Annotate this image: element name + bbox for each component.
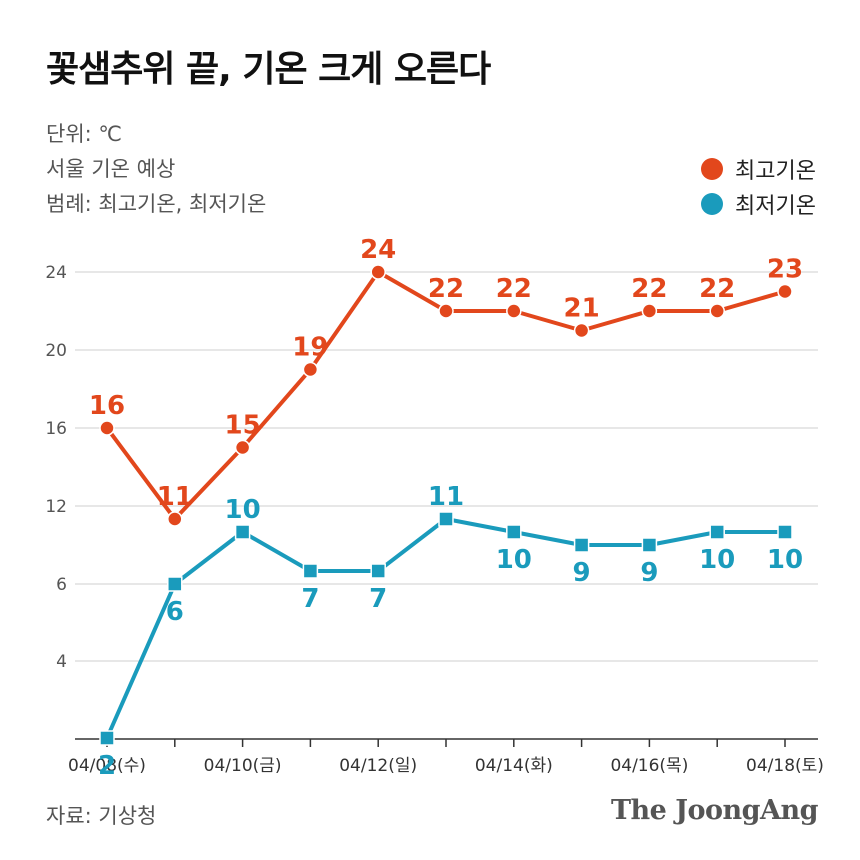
x-tick-label: 04/08(수) (68, 756, 146, 776)
source-note: 자료: 기상청 (46, 804, 157, 828)
data-label-low: 2 (98, 751, 116, 781)
legend-item-low: 최저기온 (701, 188, 816, 220)
legend-item-high: 최고기온 (701, 153, 816, 185)
data-point-high (234, 439, 251, 456)
data-point-low (506, 524, 522, 540)
brand-logo: The JoongAng (610, 795, 819, 826)
data-label-high: 22 (631, 274, 667, 304)
x-tick-label: 04/16(목) (610, 756, 688, 776)
data-label-low: 10 (496, 545, 532, 575)
data-label-low: 10 (225, 495, 261, 525)
y-tick-label: 16 (45, 419, 67, 439)
data-label-high: 19 (292, 333, 328, 363)
data-point-low (438, 511, 454, 527)
unit-label: 단위: ℃ (46, 122, 122, 146)
data-point-low (641, 537, 658, 553)
y-tick-label: 12 (45, 497, 67, 517)
data-point-high (370, 264, 386, 280)
y-tick-label: 6 (56, 575, 67, 595)
data-point-high (99, 420, 115, 436)
legend-note: 범례: 최고기온, 최저기온 (46, 192, 267, 216)
data-label-low: 6 (166, 597, 184, 627)
series-line-low (105, 517, 785, 739)
data-label-high: 11 (157, 482, 193, 512)
x-tick-label: 04/10(금) (204, 756, 282, 776)
chart-subtitle: 서울 기온 예상 (46, 157, 176, 181)
data-point-low (573, 537, 590, 553)
data-label-low: 11 (428, 482, 464, 512)
data-label-high: 22 (428, 274, 464, 304)
legend-low-marker (701, 193, 724, 215)
data-label-low: 10 (699, 545, 735, 575)
chart-title: 꽃샘추위 끝, 기온 크게 오른다 (46, 49, 491, 90)
data-point-high (506, 303, 522, 319)
legend-low-label: 최저기온 (735, 194, 816, 219)
data-label-low: 9 (573, 558, 591, 588)
y-tick-label: 20 (45, 341, 67, 361)
data-label-high: 22 (496, 274, 532, 304)
data-label-high: 22 (699, 274, 735, 304)
data-label-high: 24 (360, 235, 396, 265)
legend-high-label: 최고기온 (735, 159, 816, 184)
data-point-high (777, 283, 793, 300)
data-point-low (234, 524, 251, 540)
data-label-low: 10 (767, 545, 803, 575)
data-point-low (709, 524, 725, 540)
data-label-low: 9 (640, 558, 658, 588)
data-label-high: 23 (767, 255, 803, 285)
legend-high-marker (701, 158, 724, 180)
data-point-low (777, 524, 793, 540)
y-tick-label: 4 (56, 652, 67, 672)
x-tick-label: 04/18(토) (746, 756, 824, 776)
y-tick-label: 24 (45, 263, 67, 283)
data-label-low: 7 (369, 584, 387, 614)
data-point-high (302, 361, 319, 378)
data-point-low (302, 563, 319, 579)
data-point-high (438, 303, 454, 319)
data-label-high: 21 (564, 294, 600, 324)
data-point-high (573, 322, 590, 339)
data-label-high: 16 (89, 391, 125, 421)
x-tick-label: 04/14(화) (475, 756, 553, 776)
data-label-high: 15 (225, 411, 261, 441)
x-tick-label: 04/12(일) (339, 756, 417, 776)
data-point-high (709, 303, 725, 319)
data-point-high (641, 303, 658, 319)
data-point-low (370, 563, 386, 579)
data-point-high (167, 511, 183, 527)
data-point-low (167, 576, 183, 592)
data-point-low (99, 730, 115, 746)
data-label-low: 7 (301, 584, 319, 614)
